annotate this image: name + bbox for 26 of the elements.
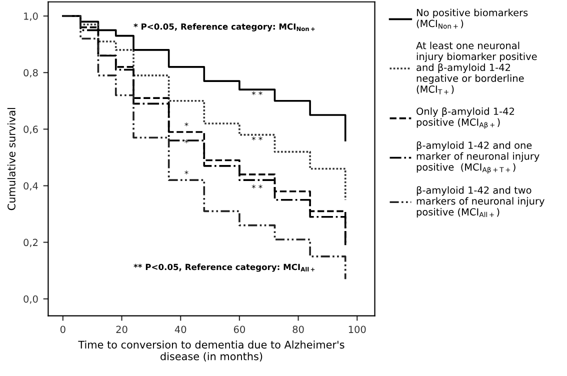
x-tick-label: 100 (348, 326, 366, 334)
annotation: * * (252, 184, 262, 188)
x-tick-label: 80 (292, 326, 304, 334)
legend-label: No positive biomarkers (MCI$_{Non+}$) (416, 8, 528, 29)
annotation: * (184, 122, 188, 126)
legend-label: Only β-amyloid 1-42 positive (MCI$_{Aβ+}$) (416, 107, 514, 129)
annotation: * * (252, 91, 262, 96)
y-axis-title: Cumulative survival (7, 108, 16, 210)
legend-label: At least one neuronal injury biomarker positive and β-amyloid 1-42 negative or borderline (MCI$_{T+}$) (416, 42, 537, 94)
legend-label: β-amyloid 1-42 and two markers of neuronal injury positive (MCI$_{All+}$) (416, 186, 544, 218)
y-tick-label: 1,0 (24, 12, 38, 21)
y-tick-label: 0,8 (24, 69, 38, 78)
y-tick-label: 0,6 (24, 126, 38, 134)
x-tick-label: 40 (174, 326, 186, 334)
y-tick-label: 0,4 (24, 182, 38, 191)
x-tick-label: 0 (60, 326, 66, 334)
legend-label: β-amyloid 1-42 and one marker of neuronal injury positive (MCI$_{Aβ+T+}$) (416, 141, 540, 174)
annotation: * (184, 170, 188, 174)
y-tick-label: 0,2 (24, 238, 38, 248)
annotation: * * (252, 136, 262, 140)
x-axis-title: Time to conversion to dementia due to Alzheimer's disease (in months) (78, 340, 344, 362)
annotation: ** P<0.05, Reference category: MCI$_{All+}$ (134, 264, 315, 272)
x-tick-label: 20 (116, 326, 128, 334)
annotation: * P<0.05, Reference category: MCI$_{Non+}$ (134, 23, 315, 32)
x-tick-label: 60 (234, 326, 245, 334)
y-tick-label: 0,0 (24, 295, 38, 304)
